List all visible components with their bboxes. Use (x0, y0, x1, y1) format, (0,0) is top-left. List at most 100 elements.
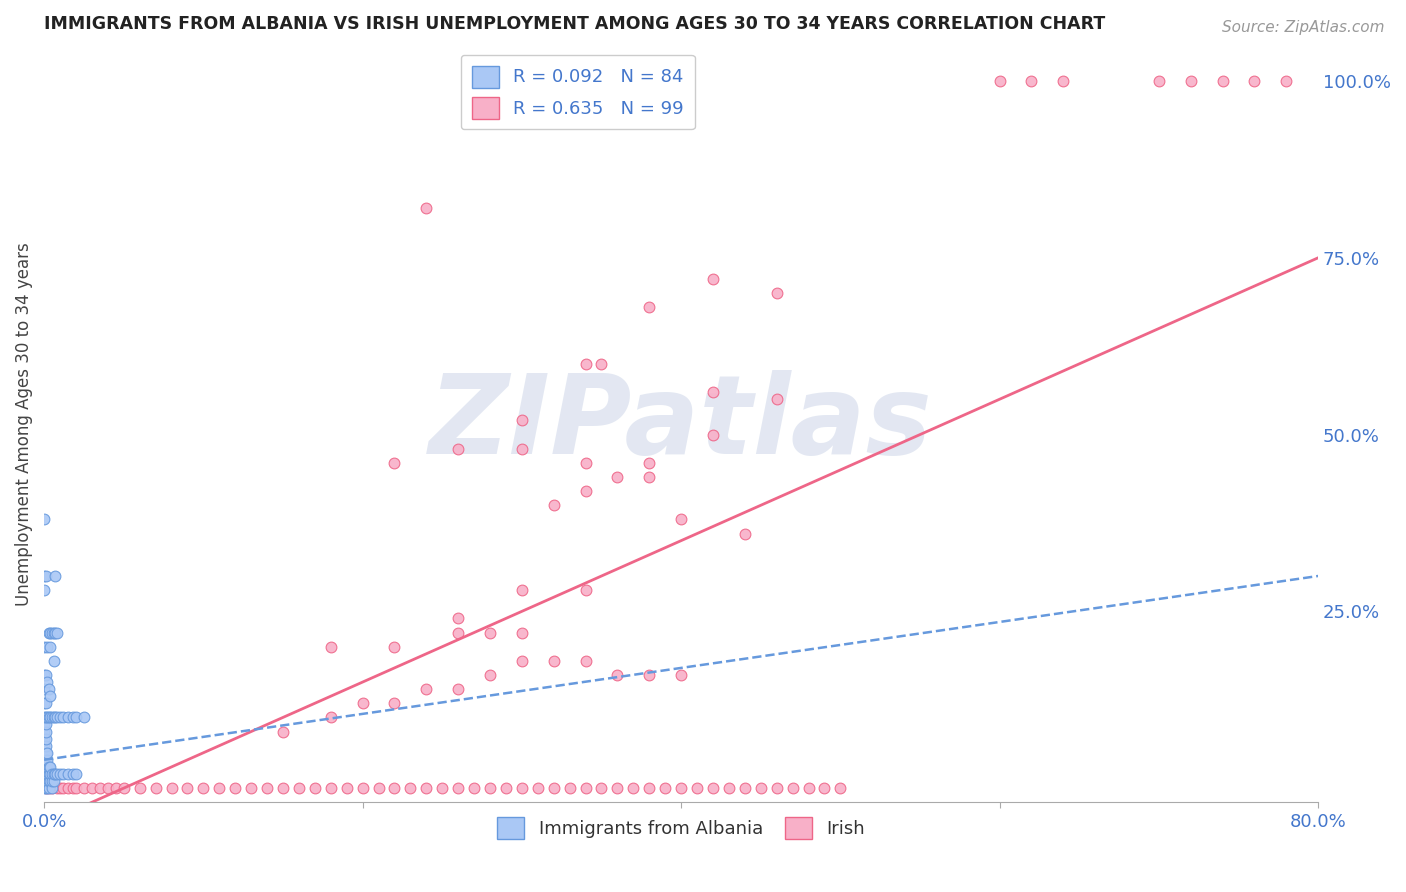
Point (56, 767, 79, 781)
Point (44, 710, 66, 724)
Point (41, 774, 63, 789)
Point (37, 774, 59, 789)
Point (591, 357, 613, 371)
Point (41, 781, 63, 796)
Point (37, 746, 59, 760)
Point (702, 781, 724, 796)
Point (384, 640, 406, 654)
Point (765, 286, 787, 301)
Point (1180, 74, 1202, 88)
Point (32, 583, 55, 598)
Point (176, 781, 198, 796)
Point (38, 710, 60, 724)
Point (73, 781, 96, 796)
Point (62, 781, 84, 796)
Point (32, 746, 55, 760)
Point (38, 781, 60, 796)
Point (543, 781, 565, 796)
Point (32, 760, 55, 774)
Point (145, 781, 167, 796)
Point (104, 781, 127, 796)
Point (35, 731, 58, 746)
Point (1147, 74, 1170, 88)
Legend: Immigrants from Albania, Irish: Immigrants from Albania, Irish (491, 810, 872, 847)
Point (1212, 74, 1234, 88)
Point (574, 654, 596, 668)
Point (32, 569, 55, 583)
Point (765, 781, 787, 796)
Point (224, 781, 246, 796)
Point (97, 781, 120, 796)
Point (45, 781, 67, 796)
Point (35, 710, 58, 724)
Point (37, 760, 59, 774)
Point (271, 724, 294, 739)
Point (558, 781, 581, 796)
Point (510, 625, 533, 640)
Point (35, 724, 58, 739)
Point (240, 781, 263, 796)
Point (638, 301, 661, 315)
Point (42, 767, 65, 781)
Point (49, 710, 72, 724)
Point (32, 739, 55, 753)
Point (543, 654, 565, 668)
Point (304, 781, 326, 796)
Point (669, 781, 692, 796)
Point (749, 781, 772, 796)
Point (35, 569, 58, 583)
Point (39, 640, 62, 654)
Point (38, 767, 60, 781)
Point (65, 767, 87, 781)
Point (39, 767, 62, 781)
Point (39, 689, 62, 703)
Point (39, 710, 62, 724)
Point (638, 470, 661, 484)
Point (41, 767, 63, 781)
Point (782, 781, 804, 796)
Point (415, 781, 437, 796)
Point (717, 781, 740, 796)
Point (44, 767, 66, 781)
Point (42, 710, 65, 724)
Point (35, 746, 58, 760)
Point (415, 202, 437, 216)
Point (208, 781, 231, 796)
Point (193, 781, 215, 796)
Point (37, 781, 59, 796)
Point (319, 781, 342, 796)
Point (574, 456, 596, 470)
Point (606, 781, 628, 796)
Point (56, 781, 79, 796)
Point (510, 413, 533, 427)
Point (39, 625, 62, 640)
Y-axis label: Unemployment Among Ages 30 to 34 years: Unemployment Among Ages 30 to 34 years (15, 242, 32, 606)
Point (37, 640, 59, 654)
Point (32, 696, 55, 710)
Point (49, 781, 72, 796)
Point (35, 781, 58, 796)
Point (65, 710, 87, 724)
Point (384, 456, 406, 470)
Point (44, 569, 66, 583)
Point (510, 781, 533, 796)
Text: Source: ZipAtlas.com: Source: ZipAtlas.com (1222, 20, 1385, 35)
Point (447, 682, 470, 697)
Point (669, 668, 692, 682)
Point (399, 781, 422, 796)
Point (49, 767, 72, 781)
Point (1021, 74, 1043, 88)
Point (112, 781, 135, 796)
Point (35, 668, 58, 682)
Point (80, 781, 103, 796)
Point (447, 625, 470, 640)
Point (510, 654, 533, 668)
Point (41, 710, 63, 724)
Point (37, 675, 59, 690)
Point (1243, 74, 1265, 88)
Point (45, 625, 67, 640)
Point (35, 717, 58, 731)
Point (574, 357, 596, 371)
Point (65, 781, 87, 796)
Point (32, 781, 55, 796)
